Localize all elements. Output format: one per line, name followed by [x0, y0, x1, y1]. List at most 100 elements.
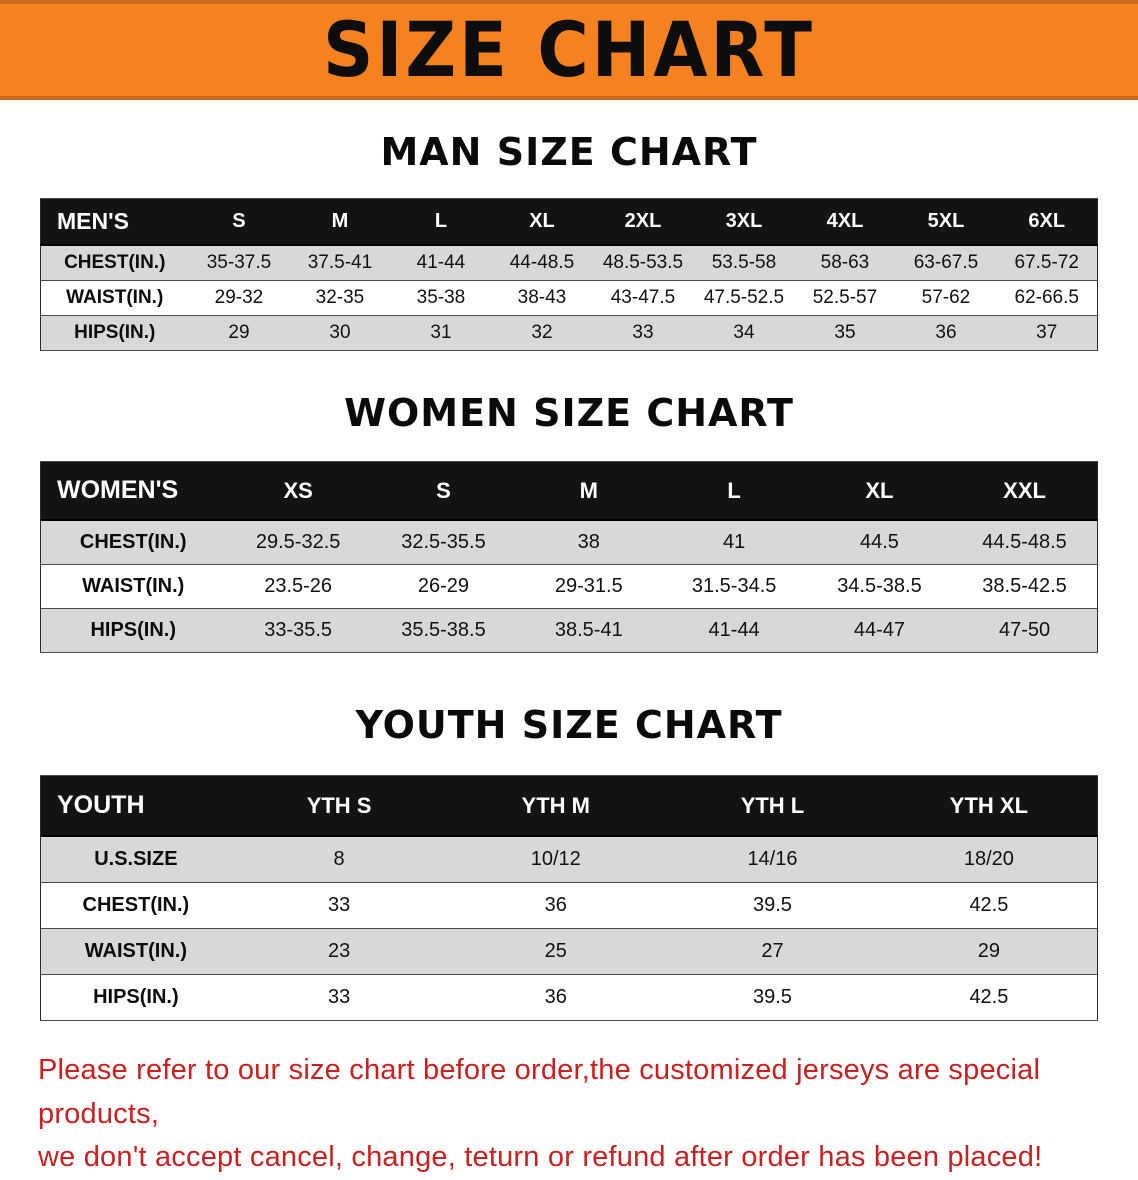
size-value-cell: 44.5	[806, 519, 953, 565]
disclaimer-line-2: we don't accept cancel, change, teturn o…	[38, 1141, 1043, 1173]
size-value-cell: 63-67.5	[895, 244, 997, 281]
table-title-cell: YOUTH	[40, 775, 231, 837]
disclaimer-line-1: Please refer to our size chart before or…	[38, 1054, 1041, 1130]
size-value-cell: 34.5-38.5	[806, 564, 953, 609]
row-label: CHEST(IN.)	[40, 882, 231, 929]
size-value-cell: 44-47	[806, 608, 953, 653]
size-value-cell: 43-47.5	[592, 280, 694, 316]
size-value-cell: 38.5-42.5	[952, 564, 1098, 609]
measurement-row: CHEST(IN.) 33 36 39.5 42.5	[40, 882, 1098, 929]
table-title-cell: WOMEN'S	[40, 461, 226, 521]
row-label: CHEST(IN.)	[40, 519, 226, 565]
size-value-cell: 37	[996, 315, 1098, 351]
size-value-cell: 30	[289, 315, 391, 351]
size-value-cell: 48.5-53.5	[592, 244, 694, 281]
size-value-cell: 14/16	[664, 835, 881, 883]
size-value-cell: 32.5-35.5	[370, 519, 517, 565]
youth-size-section: YOUTH SIZE CHART YOUTH YTH S YTH M YTH L YTH…	[0, 703, 1138, 1021]
row-label: WAIST(IN.)	[40, 928, 231, 975]
size-value-cell: 35.5-38.5	[370, 608, 517, 653]
table-header-row: WOMEN'S XS S M L XL XXL	[40, 461, 1098, 521]
size-value-cell: 23	[230, 928, 448, 975]
measurement-row: HIPS(IN.) 33-35.5 35.5-38.5 38.5-41 41-44 44-…	[40, 608, 1098, 653]
size-value-cell: 41-44	[661, 608, 807, 653]
size-column-header: 3XL	[693, 198, 795, 246]
size-column-header: YTH S	[230, 775, 448, 837]
size-column-header: 5XL	[895, 198, 997, 246]
size-value-cell: 36	[447, 882, 665, 929]
measurement-row: HIPS(IN.) 33 36 39.5 42.5	[40, 974, 1098, 1021]
size-value-cell: 32	[491, 315, 593, 351]
size-value-cell: 44.5-48.5	[952, 519, 1098, 565]
size-value-cell: 27	[664, 928, 881, 975]
size-column-header: 6XL	[996, 198, 1098, 246]
man-size-section: MAN SIZE CHART MEN'S S M L XL 2XL 3XL 4XL 5XL 6XL…	[0, 130, 1138, 351]
size-value-cell: 36	[895, 315, 997, 351]
size-value-cell: 34	[693, 315, 795, 351]
page-title: SIZE CHART	[322, 5, 816, 95]
size-value-cell: 47.5-52.5	[693, 280, 795, 316]
size-value-cell: 38-43	[491, 280, 593, 316]
size-value-cell: 29.5-32.5	[225, 519, 371, 565]
size-value-cell: 33	[230, 882, 448, 929]
size-value-cell: 35-38	[390, 280, 492, 316]
measurement-row: WAIST(IN.) 29-32 32-35 35-38 38-43 43-47.5 47.…	[40, 280, 1098, 316]
size-value-cell: 33	[230, 974, 448, 1021]
women-size-section: WOMEN SIZE CHART WOMEN'S XS S M L XL XXL CHEST(…	[0, 391, 1138, 653]
man-size-chart-heading: MAN SIZE CHART	[380, 130, 758, 174]
size-value-cell: 23.5-26	[225, 564, 371, 609]
size-value-cell: 58-63	[794, 244, 896, 281]
size-value-cell: 53.5-58	[693, 244, 795, 281]
size-value-cell: 10/12	[447, 835, 665, 883]
row-label: U.S.SIZE	[40, 835, 231, 883]
size-value-cell: 67.5-72	[996, 244, 1098, 281]
size-value-cell: 38	[516, 519, 662, 565]
size-value-cell: 29-31.5	[516, 564, 662, 609]
size-value-cell: 39.5	[664, 974, 881, 1021]
size-value-cell: 37.5-41	[289, 244, 391, 281]
size-value-cell: 29-32	[188, 280, 290, 316]
size-value-cell: 31.5-34.5	[661, 564, 807, 609]
measurement-row: CHEST(IN.) 35-37.5 37.5-41 41-44 44-48.5 48.5…	[40, 244, 1098, 281]
women-size-chart-heading: WOMEN SIZE CHART	[344, 391, 794, 435]
size-value-cell: 47-50	[952, 608, 1098, 653]
size-value-cell: 8	[230, 835, 448, 883]
size-value-cell: 29	[880, 928, 1098, 975]
size-column-header: M	[516, 461, 662, 521]
row-label: HIPS(IN.)	[40, 608, 226, 653]
size-value-cell: 36	[447, 974, 665, 1021]
size-column-header: YTH XL	[880, 775, 1098, 837]
size-value-cell: 25	[447, 928, 665, 975]
size-value-cell: 38.5-41	[516, 608, 662, 653]
measurement-row: CHEST(IN.) 29.5-32.5 32.5-35.5 38 41 44.5 44.5…	[40, 519, 1098, 565]
table-title-cell: MEN'S	[40, 198, 189, 246]
size-value-cell: 41	[661, 519, 807, 565]
size-column-header: S	[188, 198, 290, 246]
disclaimer-note: Please refer to our size chart before or…	[38, 1049, 1100, 1180]
table-header-row: MEN'S S M L XL 2XL 3XL 4XL 5XL 6XL	[40, 198, 1098, 246]
size-value-cell: 33-35.5	[225, 608, 371, 653]
size-value-cell: 57-62	[895, 280, 997, 316]
youth-size-table: YOUTH YTH S YTH M YTH L YTH XL U.S.SIZE 8 10/12…	[40, 775, 1098, 1021]
size-value-cell: 26-29	[370, 564, 517, 609]
size-value-cell: 44-48.5	[491, 244, 593, 281]
size-column-header: YTH M	[447, 775, 665, 837]
size-value-cell: 33	[592, 315, 694, 351]
size-column-header: XL	[491, 198, 593, 246]
measurement-row: U.S.SIZE 8 10/12 14/16 18/20	[40, 835, 1098, 883]
row-label: WAIST(IN.)	[40, 280, 189, 316]
measurement-row: WAIST(IN.) 23 25 27 29	[40, 928, 1098, 975]
size-column-header: 2XL	[592, 198, 694, 246]
row-label: CHEST(IN.)	[40, 244, 189, 281]
size-column-header: M	[289, 198, 391, 246]
size-column-header: 4XL	[794, 198, 896, 246]
size-value-cell: 35	[794, 315, 896, 351]
size-value-cell: 18/20	[880, 835, 1098, 883]
table-header-row: YOUTH YTH S YTH M YTH L YTH XL	[40, 775, 1098, 837]
size-column-header: S	[370, 461, 517, 521]
row-label: WAIST(IN.)	[40, 564, 226, 609]
youth-size-chart-heading: YOUTH SIZE CHART	[355, 703, 783, 747]
size-column-header: YTH L	[664, 775, 881, 837]
size-value-cell: 31	[390, 315, 492, 351]
